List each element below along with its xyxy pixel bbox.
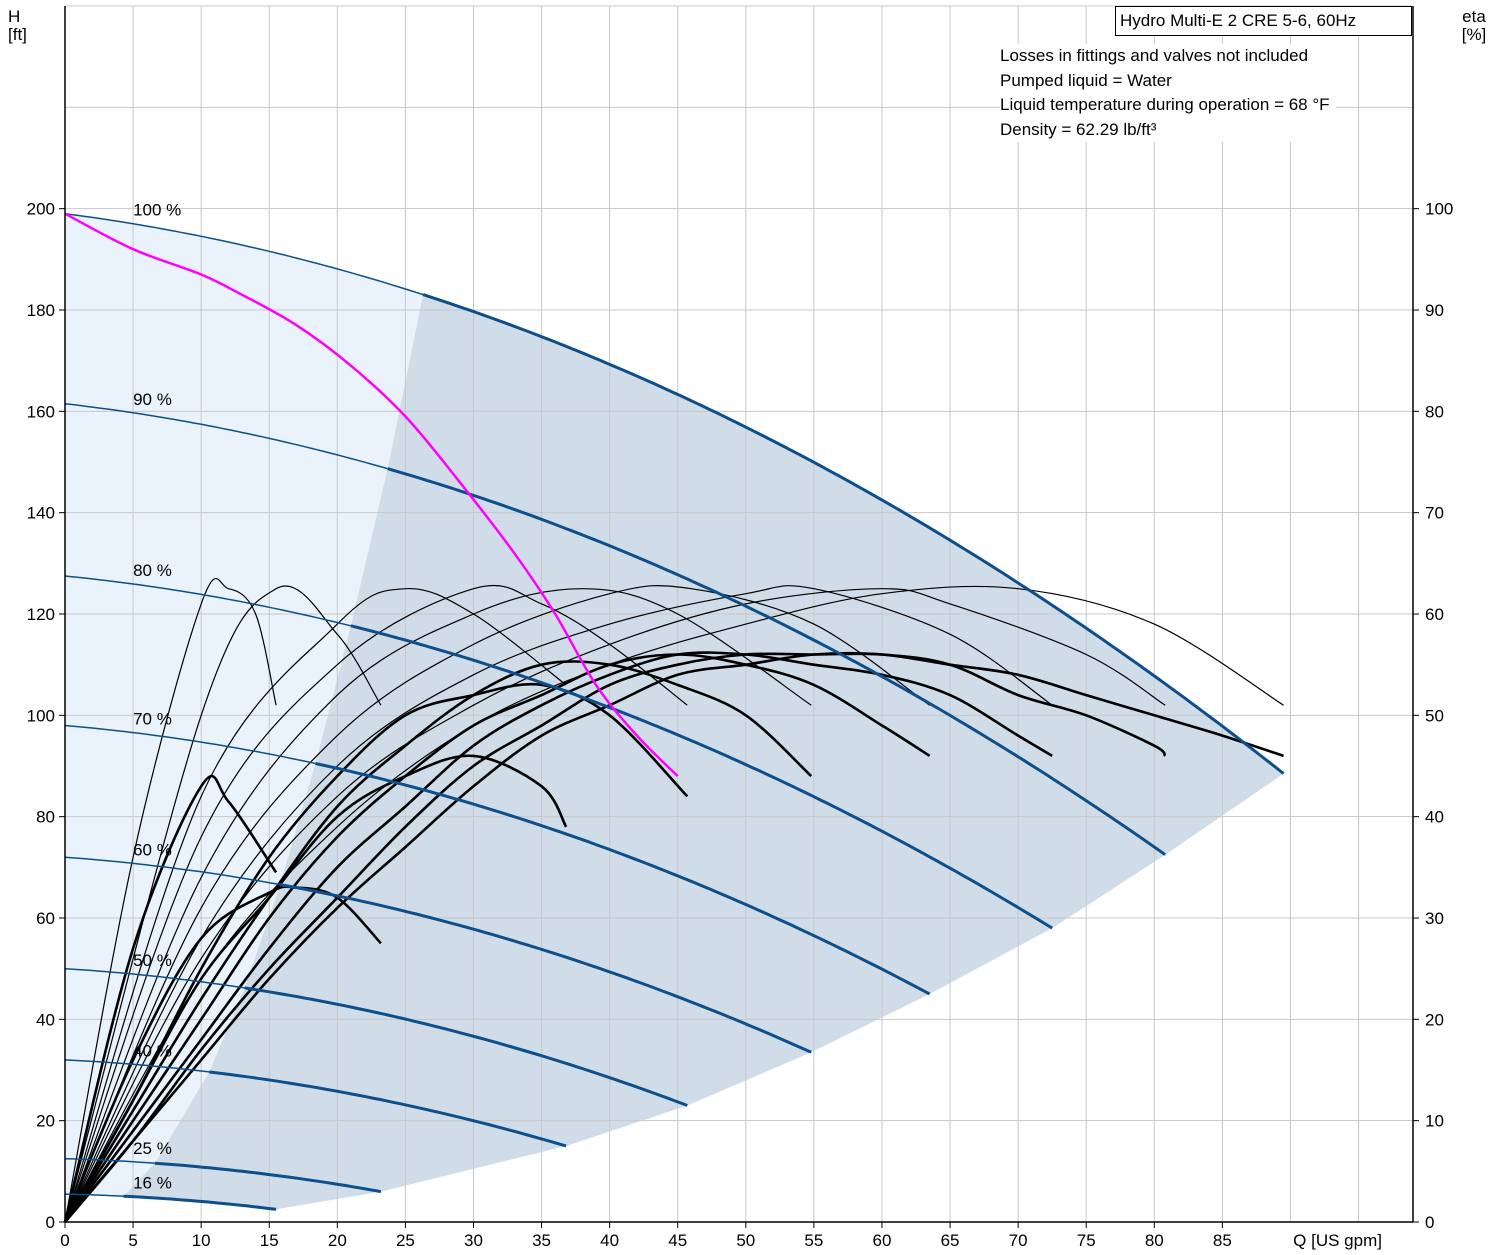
y-left-tick-label: 180 bbox=[27, 301, 55, 320]
x-tick-label: 60 bbox=[873, 1231, 892, 1250]
x-tick-label: 65 bbox=[941, 1231, 960, 1250]
speed-curve-operating bbox=[279, 883, 812, 1054]
system-curve bbox=[64, 212, 679, 777]
speed-curve-label: 70 % bbox=[133, 710, 172, 729]
speed-curves bbox=[64, 212, 1285, 1211]
y-left-tick-label: 200 bbox=[27, 200, 55, 219]
y-left-tick-label: 60 bbox=[36, 909, 55, 928]
efficiency-curve bbox=[64, 651, 1285, 1223]
y-right-tick-label: 40 bbox=[1425, 808, 1444, 827]
note-density: Density = 62.29 lb/ft³ bbox=[1000, 119, 1157, 139]
efficiency-envelope-curve bbox=[64, 578, 277, 1223]
y-left-tick-label: 100 bbox=[27, 706, 55, 725]
x-tick-label: 70 bbox=[1009, 1231, 1028, 1250]
y-right-tick-label: 70 bbox=[1425, 504, 1444, 523]
y-right-tick-label: 100 bbox=[1425, 200, 1453, 219]
grid bbox=[65, 5, 1413, 1222]
x-tick-label: 85 bbox=[1213, 1231, 1232, 1250]
y-left-axis-unit: [ft] bbox=[8, 25, 27, 44]
speed-curve-low-flow bbox=[64, 724, 316, 765]
x-axis-label: Q [US gpm] bbox=[1293, 1231, 1382, 1250]
note-temperature: Liquid temperature during operation = 68… bbox=[1000, 95, 1330, 114]
speed-curve-low-flow bbox=[64, 1193, 124, 1197]
y-left-axis-label: H bbox=[8, 7, 20, 26]
x-tick-label: 0 bbox=[60, 1231, 69, 1250]
speed-curve-operating bbox=[350, 624, 1053, 930]
operating-area-preferred bbox=[123, 294, 1284, 1210]
x-tick-label: 55 bbox=[804, 1231, 823, 1250]
speed-curve-operating bbox=[209, 1070, 567, 1148]
speed-curve-operating bbox=[154, 1161, 382, 1194]
speed-curve-low-flow bbox=[64, 575, 352, 627]
x-tick-label: 15 bbox=[260, 1231, 279, 1250]
efficiency-curve bbox=[63, 660, 813, 1223]
speed-curve-label: 16 % bbox=[133, 1174, 172, 1193]
speed-curve-low-flow bbox=[64, 1059, 210, 1073]
y-left-tick-label: 40 bbox=[36, 1010, 55, 1029]
efficiency-envelope-curve bbox=[64, 585, 382, 1223]
y-right-axis-label: eta bbox=[1462, 7, 1486, 26]
efficiency-envelope-curve bbox=[64, 584, 688, 1223]
efficiency-curve bbox=[63, 651, 1053, 1223]
x-tick-label: 25 bbox=[396, 1231, 415, 1250]
y-left-tick-label: 20 bbox=[36, 1112, 55, 1131]
note-liquid: Pumped liquid = Water bbox=[1000, 70, 1172, 90]
axes bbox=[59, 6, 1419, 1228]
x-tick-label: 75 bbox=[1077, 1231, 1096, 1250]
note-losses: Losses in fittings and valves not includ… bbox=[1000, 46, 1309, 65]
efficiency-curve bbox=[63, 774, 278, 1223]
speed-curve-label: 25 % bbox=[133, 1139, 172, 1158]
speed-curve-low-flow bbox=[64, 212, 424, 296]
x-tick-label: 40 bbox=[600, 1231, 619, 1250]
y-right-tick-label: 20 bbox=[1425, 1010, 1444, 1029]
speed-curve-label: 60 % bbox=[133, 840, 172, 859]
speed-curve-low-flow bbox=[64, 402, 388, 470]
efficiency-curve bbox=[63, 653, 931, 1223]
y-right-tick-label: 80 bbox=[1425, 402, 1444, 421]
speed-curve-low-flow bbox=[64, 967, 245, 989]
speed-curve-low-flow bbox=[64, 856, 281, 886]
y-right-tick-label: 50 bbox=[1425, 706, 1444, 725]
x-tick-label: 80 bbox=[1145, 1231, 1164, 1250]
system-curve-line bbox=[64, 212, 679, 777]
speed-curve-label: 40 % bbox=[133, 1041, 172, 1060]
speed-curve-label: 50 % bbox=[133, 951, 172, 970]
speed-curve-operating bbox=[244, 986, 688, 1107]
speed-curve-operating bbox=[422, 293, 1285, 775]
x-tick-label: 20 bbox=[328, 1231, 347, 1250]
x-tick-label: 50 bbox=[736, 1231, 755, 1250]
speed-curve-operating bbox=[387, 467, 1167, 856]
speed-curve-label: 100 % bbox=[133, 201, 181, 220]
speed-curve-label: 90 % bbox=[133, 390, 172, 409]
y-right-tick-label: 30 bbox=[1425, 909, 1444, 928]
y-right-tick-label: 90 bbox=[1425, 301, 1444, 320]
x-tick-label: 5 bbox=[128, 1231, 137, 1250]
chart-notes: Losses in fittings and valves not includ… bbox=[1000, 44, 1336, 142]
efficiency-envelope-curve bbox=[64, 588, 1166, 1223]
y-right-axis-unit: [%] bbox=[1462, 25, 1487, 44]
y-right-tick-label: 60 bbox=[1425, 605, 1444, 624]
labels: 100 % 90 % 80 % 70 % 60 % 50 % 40 % 25 % 16 % 0 5 1… bbox=[8, 7, 1486, 1250]
y-left-tick-label: 0 bbox=[46, 1213, 55, 1232]
y-right-tick-label: 10 bbox=[1425, 1112, 1444, 1131]
x-tick-label: 35 bbox=[532, 1231, 551, 1250]
y-left-tick-label: 80 bbox=[36, 808, 55, 827]
y-right-tick-label: 0 bbox=[1425, 1213, 1434, 1232]
speed-curve-label: 80 % bbox=[133, 561, 172, 580]
x-tick-label: 10 bbox=[192, 1231, 211, 1250]
speed-curve-low-flow bbox=[64, 1157, 155, 1164]
speed-curve-operating bbox=[315, 762, 931, 996]
operating-area bbox=[65, 213, 1284, 1222]
efficiency-curve bbox=[64, 652, 1167, 1223]
chart-title: Hydro Multi-E 2 CRE 5-6, 60Hz bbox=[1115, 6, 1412, 36]
y-left-tick-label: 140 bbox=[27, 504, 55, 523]
x-tick-label: 45 bbox=[668, 1231, 687, 1250]
x-tick-label: 30 bbox=[464, 1231, 483, 1250]
speed-curve-operating bbox=[123, 1194, 277, 1211]
y-left-tick-label: 120 bbox=[27, 605, 55, 624]
efficiency-envelope-curve bbox=[64, 584, 930, 1223]
y-left-tick-label: 160 bbox=[27, 402, 55, 421]
